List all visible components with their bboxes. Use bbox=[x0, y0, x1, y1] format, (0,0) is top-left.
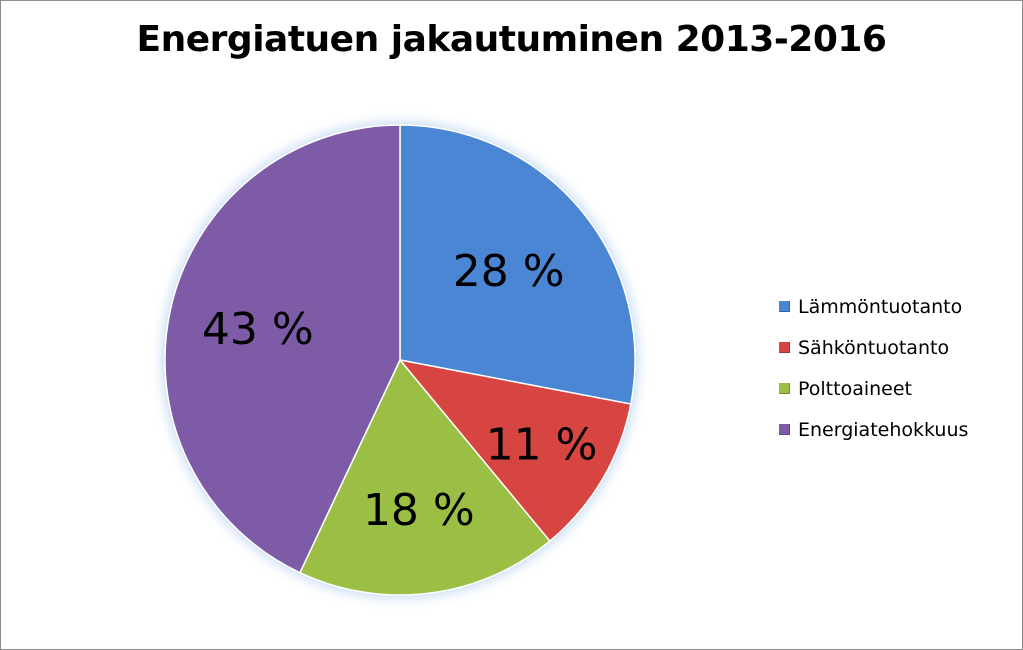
legend-item-lammontuotanto: Lämmöntuotanto bbox=[779, 286, 968, 327]
legend-item-energiatehokkuus: Energiatehokkuus bbox=[779, 409, 968, 450]
data-label-lammontuotanto: 28 % bbox=[453, 246, 565, 297]
chart-legend: Lämmöntuotanto Sähköntuotanto Polttoaineet… bbox=[779, 286, 968, 450]
chart-title: Energiatuen jakautuminen 2013-2016 bbox=[136, 19, 887, 60]
data-label-polttoaineet: 18 % bbox=[363, 485, 475, 536]
pie-slice-energiatehokkuus bbox=[164, 124, 401, 574]
legend-label: Energiatehokkuus bbox=[798, 418, 969, 441]
legend-swatch bbox=[779, 424, 790, 435]
data-label-energiatehokkuus: 43 % bbox=[202, 304, 314, 355]
legend-swatch bbox=[779, 301, 790, 312]
legend-swatch bbox=[779, 342, 790, 353]
legend-item-sahkontuotanto: Sähköntuotanto bbox=[779, 327, 968, 368]
legend-label: Lämmöntuotanto bbox=[798, 295, 963, 318]
pie-slice-sahkontuotanto bbox=[398, 358, 632, 543]
legend-label: Sähköntuotanto bbox=[798, 336, 950, 359]
legend-item-polttoaineet: Polttoaineet bbox=[779, 368, 968, 409]
legend-label: Polttoaineet bbox=[798, 377, 912, 400]
pie-slice-polttoaineet bbox=[298, 358, 551, 596]
data-label-sahkontuotanto: 11 % bbox=[486, 420, 598, 471]
legend-swatch bbox=[779, 383, 790, 394]
pie-slice-lammontuotanto bbox=[399, 124, 636, 405]
